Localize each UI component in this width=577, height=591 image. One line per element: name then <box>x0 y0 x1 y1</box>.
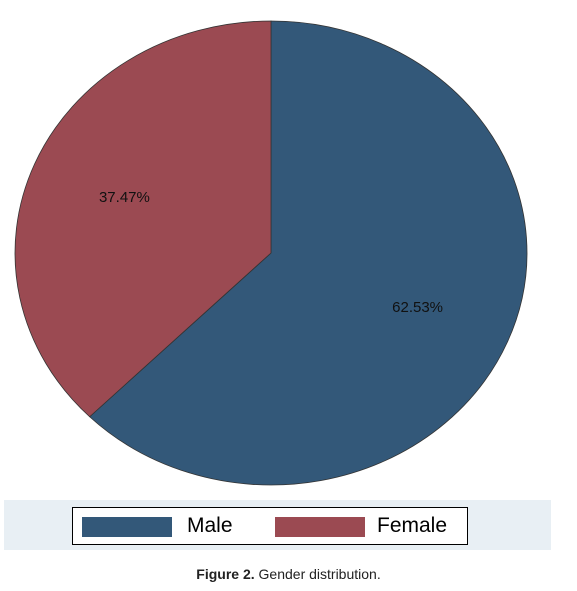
data-label-male: 62.53% <box>392 299 443 316</box>
caption-prefix: Figure 2. <box>196 566 255 582</box>
figure-caption: Figure 2. Gender distribution. <box>0 566 577 582</box>
data-label-female: 37.47% <box>99 189 150 206</box>
pie-slice-female <box>14 20 272 418</box>
legend-swatch-male <box>82 517 172 537</box>
legend-label-female: Female <box>377 514 448 537</box>
caption-text: Gender distribution. <box>258 566 381 582</box>
pie-chart: 62.53% 37.47% <box>14 20 528 486</box>
pie-slice-male <box>89 20 528 486</box>
legend: Male Female <box>72 507 468 545</box>
legend-swatch-female <box>275 517 365 537</box>
legend-label-male: Male <box>187 514 233 537</box>
